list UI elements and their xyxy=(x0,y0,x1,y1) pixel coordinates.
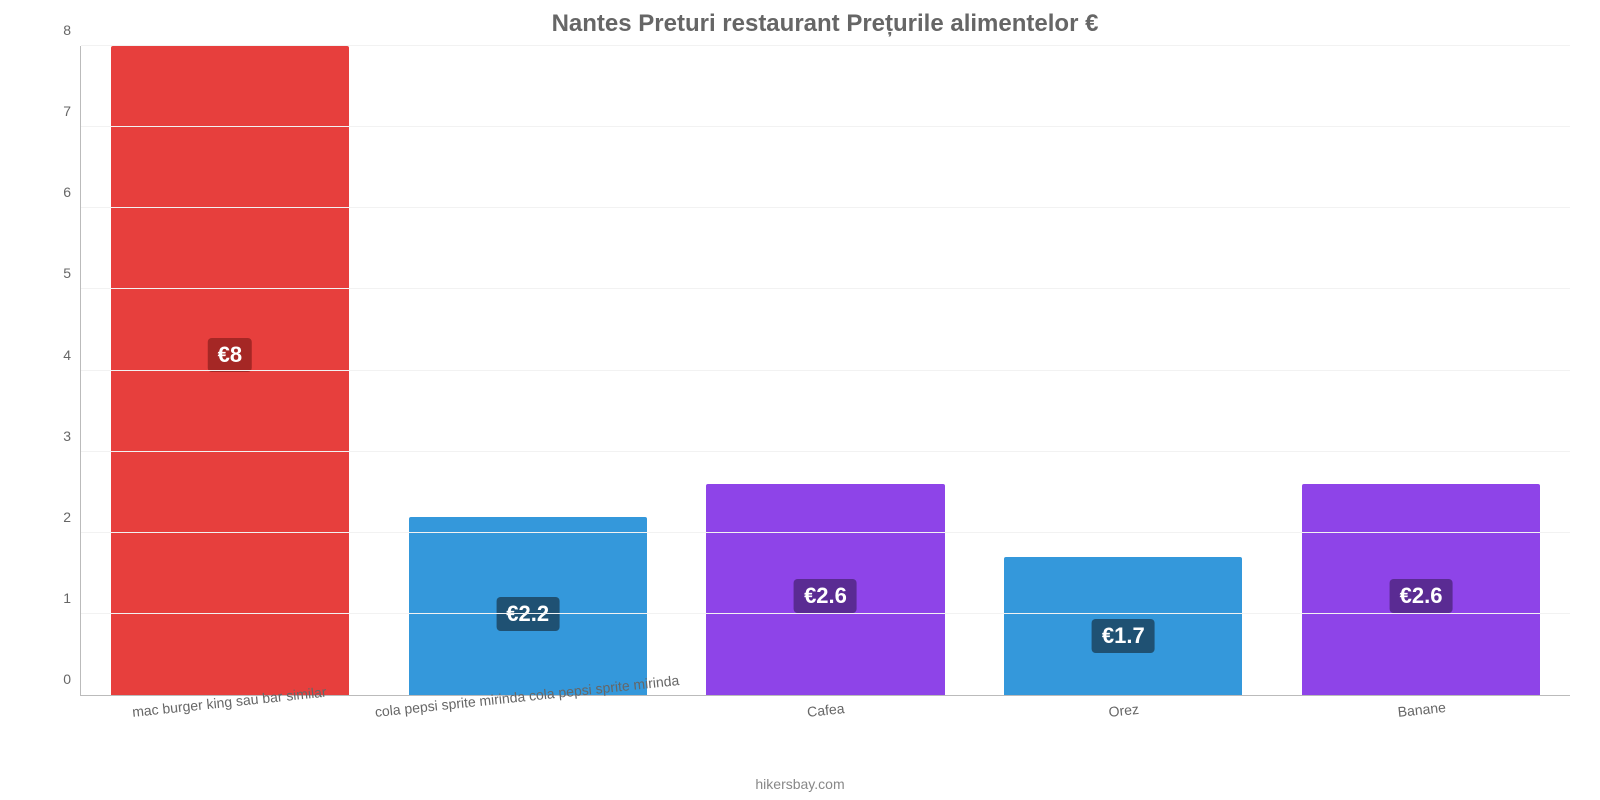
y-tick-label: 8 xyxy=(63,22,81,38)
bar-slot: €1.7 xyxy=(974,46,1272,695)
bar-value-label: €8 xyxy=(208,338,252,372)
bar: €1.7 xyxy=(1004,557,1242,695)
bar-slot: €2.2 xyxy=(379,46,677,695)
x-tick-label: Orez xyxy=(1108,701,1140,720)
grid-line xyxy=(81,451,1570,452)
bar-slot: €2.6 xyxy=(1272,46,1570,695)
chart-title: Nantes Preturi restaurant Prețurile alim… xyxy=(80,10,1570,38)
plot-area: €8€2.2€2.6€1.7€2.6 012345678 xyxy=(80,46,1570,696)
grid-line xyxy=(81,288,1570,289)
grid-line xyxy=(81,45,1570,46)
y-tick-label: 3 xyxy=(63,428,81,444)
bars-row: €8 €2.2 €2.6 €1.7 €2.6 xyxy=(81,46,1570,695)
bar: €2.2 xyxy=(409,517,647,695)
grid-line xyxy=(81,613,1570,614)
y-tick-label: 0 xyxy=(63,671,81,687)
grid-line xyxy=(81,126,1570,127)
bar-slot: €8 xyxy=(81,46,379,695)
bar: €8 xyxy=(111,46,349,695)
grid-line xyxy=(81,370,1570,371)
x-tick-label: Banane xyxy=(1397,699,1447,720)
bar-value-label: €1.7 xyxy=(1092,619,1155,653)
bar-value-label: €2.6 xyxy=(794,579,857,613)
chart-container: Nantes Preturi restaurant Prețurile alim… xyxy=(0,0,1600,800)
bar-value-label: €2.6 xyxy=(1390,579,1453,613)
y-tick-label: 5 xyxy=(63,265,81,281)
credit-text: hikersbay.com xyxy=(0,776,1600,792)
bar: €2.6 xyxy=(706,484,944,695)
y-tick-label: 6 xyxy=(63,184,81,200)
y-tick-label: 2 xyxy=(63,509,81,525)
y-tick-label: 7 xyxy=(63,103,81,119)
y-tick-label: 1 xyxy=(63,590,81,606)
bar: €2.6 xyxy=(1302,484,1540,695)
bar-slot: €2.6 xyxy=(677,46,975,695)
x-axis-labels: mac burger king sau bar similarcola peps… xyxy=(80,696,1570,756)
x-tick-label: Cafea xyxy=(806,700,845,720)
grid-line xyxy=(81,532,1570,533)
y-tick-label: 4 xyxy=(63,347,81,363)
grid-line xyxy=(81,207,1570,208)
